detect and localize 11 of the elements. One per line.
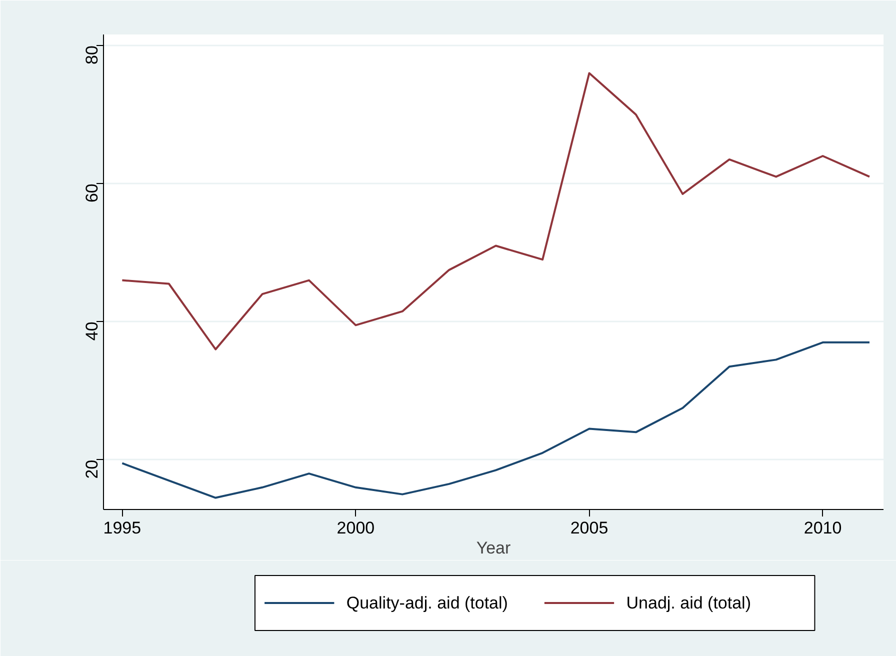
x-tick-label: 1995	[103, 518, 142, 538]
y-tick-label: 20	[82, 460, 102, 479]
x-tick-label: 2005	[570, 518, 608, 538]
x-axis-title: Year	[476, 538, 512, 558]
y-tick-label: 60	[82, 184, 102, 203]
legend-label: Quality-adj. aid (total)	[346, 594, 508, 612]
y-tick-label: 80	[82, 46, 102, 64]
x-tick-label: 2000	[336, 518, 375, 538]
x-tick-label: 2010	[804, 518, 842, 538]
y-tick-label: 40	[82, 322, 102, 341]
legend-label: Unadj. aid (total)	[626, 594, 751, 612]
